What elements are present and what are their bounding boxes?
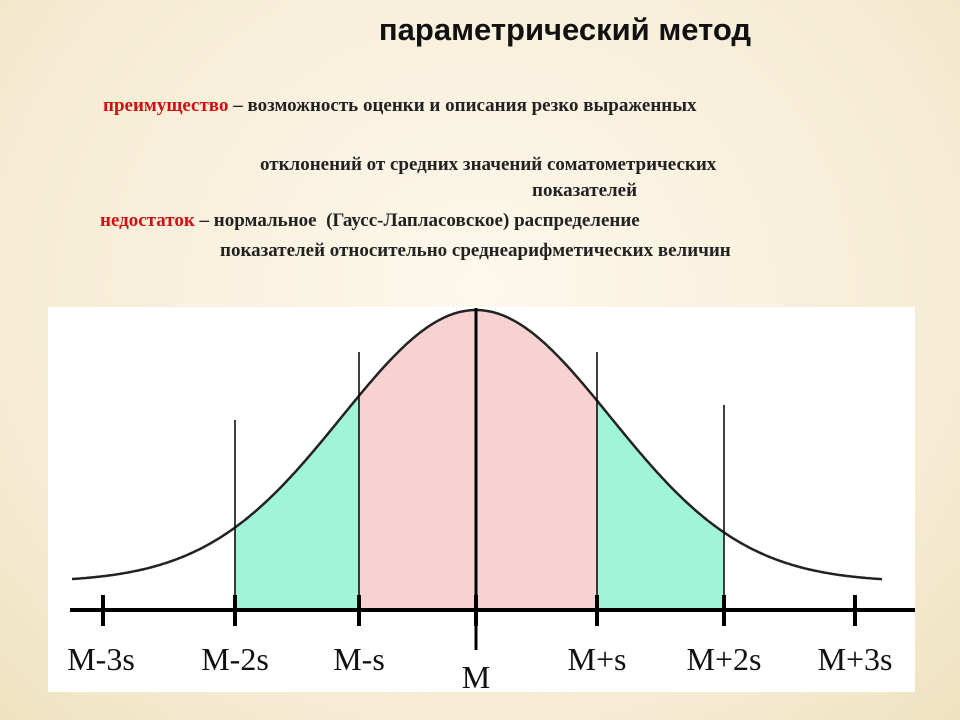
tick-label: M-2s bbox=[201, 641, 269, 677]
curve-fill bbox=[597, 400, 724, 610]
tick-label: M+3s bbox=[818, 641, 893, 677]
drawback-term: недостаток bbox=[100, 210, 195, 231]
drawback-text: – нормальное (Гаусс-Лапласовское) распре… bbox=[199, 210, 640, 231]
advantage-text: показателей bbox=[532, 180, 638, 201]
curve-fill bbox=[235, 395, 359, 610]
advantage-text: отклонений от средних значений соматомет… bbox=[260, 154, 717, 175]
tick-label: M-s bbox=[333, 641, 385, 677]
tick-label: M-3s bbox=[67, 641, 135, 677]
slide-title: параметрический метод bbox=[378, 12, 752, 47]
tick-label: M bbox=[462, 659, 490, 695]
drawback-line: недостаток – нормальное (Гаусс-Лапласовс… bbox=[100, 210, 640, 232]
advantage-term: преимущество bbox=[103, 95, 229, 116]
curve-fill bbox=[359, 310, 597, 610]
tick-label: M+2s bbox=[687, 641, 762, 677]
drawback-text: показателей относительно среднеарифметич… bbox=[220, 240, 731, 261]
advantage-line: преимущество – возможность оценки и опис… bbox=[103, 95, 697, 117]
advantage-text: – возможность оценки и описания резко вы… bbox=[233, 95, 697, 116]
tick-label: M+s bbox=[568, 641, 627, 677]
